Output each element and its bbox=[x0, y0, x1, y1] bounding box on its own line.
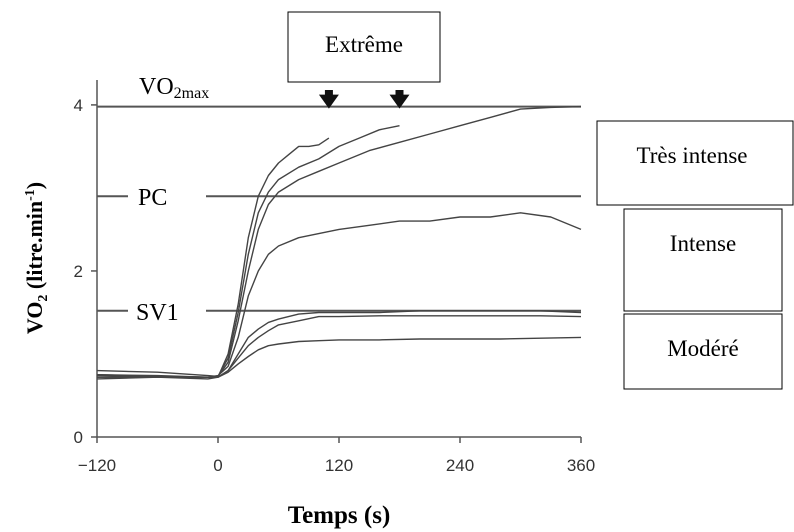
x-tick-label-4: 360 bbox=[567, 456, 595, 475]
y-ticks: 0 2 4 bbox=[74, 96, 97, 447]
domain-label-intense: Intense bbox=[670, 231, 736, 256]
x-tick-label-3: 240 bbox=[446, 456, 474, 475]
y-tick-label-2: 4 bbox=[74, 96, 83, 115]
y-tick-label-1: 2 bbox=[74, 262, 83, 281]
series-line-1 bbox=[97, 137, 330, 380]
threshold-label-sv1: SV1 bbox=[136, 300, 179, 326]
threshold-label-vo2max: VO2max bbox=[139, 74, 209, 102]
threshold-lines: VO2max PC SV1 bbox=[97, 74, 581, 326]
x-tick-label-2: 120 bbox=[325, 456, 353, 475]
x-tick-label-1: 0 bbox=[213, 456, 222, 475]
series-line-7 bbox=[96, 336, 582, 378]
x-tick-label-0: −120 bbox=[78, 456, 116, 475]
arrows bbox=[318, 90, 410, 109]
domain-box-tres-intense bbox=[596, 120, 794, 206]
x-axis-label: Temps (s) bbox=[288, 502, 391, 529]
arrow-shaft-1 bbox=[324, 90, 333, 97]
extreme-box bbox=[287, 11, 441, 83]
y-axis-label: VO2 (litre.min-1) bbox=[22, 182, 51, 334]
threshold-label-pc: PC bbox=[138, 185, 167, 211]
x-ticks: −120 0 120 240 360 bbox=[78, 437, 595, 475]
arrow-head-1 bbox=[318, 94, 339, 109]
arrow-shaft-2 bbox=[395, 90, 404, 97]
domain-label-modere: Modéré bbox=[667, 336, 739, 361]
series-line-4 bbox=[96, 212, 582, 380]
domain-box-modere bbox=[623, 313, 783, 390]
arrow-head-2 bbox=[389, 94, 410, 109]
domain-label-tres-intense: Très intense bbox=[637, 143, 748, 168]
extreme-label: Extrême bbox=[325, 32, 403, 57]
domain-box-intense bbox=[623, 208, 783, 312]
series-lines bbox=[96, 105, 582, 380]
y-tick-label-0: 0 bbox=[74, 428, 83, 447]
